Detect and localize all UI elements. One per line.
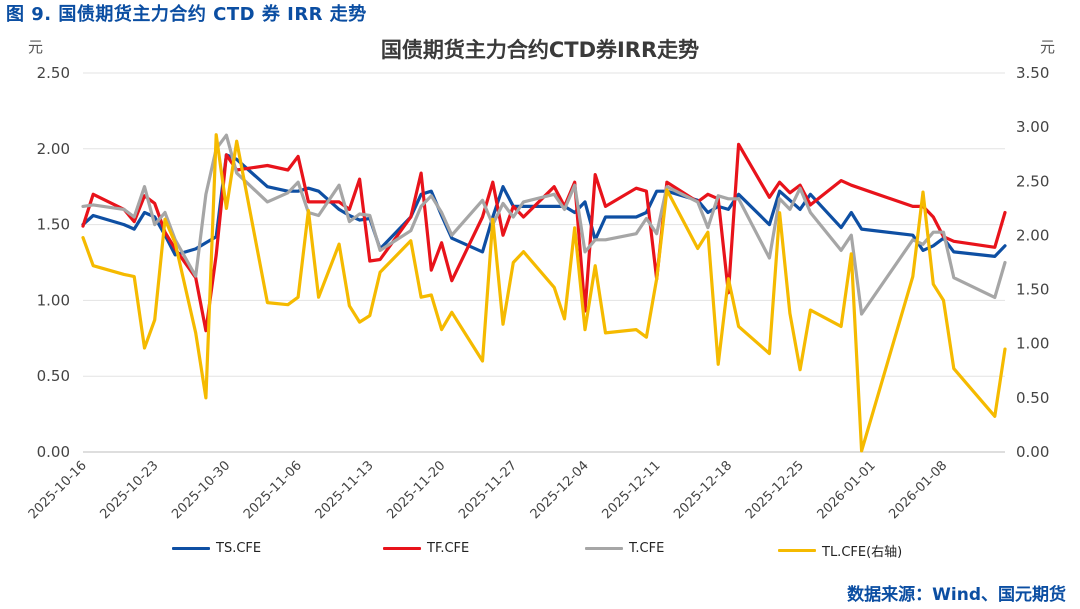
right-axis-tick-label: 2.00: [1016, 226, 1049, 244]
series-line-tf: [81, 142, 1007, 333]
x-axis-tick-label: 2025-12-04: [528, 458, 592, 522]
left-axis-tick-label: 1.50: [37, 216, 70, 234]
legend-label-tl: TL.CFE(右轴): [822, 545, 903, 560]
x-axis-tick-label: 2025-10-30: [169, 458, 233, 522]
x-axis-tick-label: 2026-01-01: [815, 458, 879, 522]
irr-line-chart: 0.00 0.50 1.00 1.50 2.00 2.50 0.00 0.50 1.00 1.50…: [26, 64, 1050, 522]
right-axis-tick-label: 1.00: [1016, 335, 1049, 353]
left-axis-tick-label: 2.50: [37, 64, 70, 82]
x-axis-tick-label: 2025-12-25: [743, 458, 807, 522]
chart-title: 国债期货主力合约CTD券IRR走势: [380, 38, 700, 62]
series-line-t: [81, 133, 1007, 316]
legend-label-ts: TS.CFE: [216, 541, 262, 556]
legend-item-ts: TS.CFE: [172, 541, 261, 556]
right-axis-tick-label: 2.50: [1016, 172, 1049, 190]
x-axis-tick-label: 2025-11-27: [456, 458, 520, 522]
left-axis-tick-label: 2.00: [37, 140, 70, 158]
right-axis-tick-label: 0.00: [1016, 443, 1049, 461]
x-axis-tick-label: 2025-12-18: [671, 458, 735, 522]
legend-item-tl: TL.CFE(右轴): [778, 541, 902, 560]
legend-swatch-tf: [383, 547, 421, 550]
legend-item-t: T.CFE: [585, 541, 664, 556]
legend-label-t: T.CFE: [629, 541, 665, 556]
x-axis-tick-label: 2025-11-13: [313, 458, 377, 522]
legend-label-tf: TF.CFE: [427, 541, 470, 556]
right-axis-tick-label: 1.50: [1016, 281, 1049, 299]
left-axis-tick-label: 0.50: [37, 367, 70, 385]
x-axis-tick-label: 2025-11-20: [384, 458, 448, 522]
x-axis-tick-label: 2025-10-16: [26, 458, 90, 522]
x-axis-tick-label: 2025-10-23: [98, 458, 162, 522]
left-axis-unit: 元: [28, 38, 44, 56]
x-axis-tick-label: 2025-12-11: [599, 458, 663, 522]
series-line-tl: [81, 133, 1007, 453]
source-note: 数据来源：Wind、国元期货: [847, 585, 1066, 605]
right-axis-tick-label: 0.50: [1016, 389, 1049, 407]
x-axis-tick-label: 2025-11-06: [241, 458, 305, 522]
left-axis-tick-label: 0.00: [37, 443, 70, 461]
x-axis-tick-label: 2026-01-08: [886, 458, 950, 522]
legend-swatch-ts: [172, 547, 210, 550]
right-axis-tick-label: 3.50: [1016, 64, 1049, 82]
legend-swatch-tl: [778, 549, 816, 552]
figure-header: 图 9. 国债期货主力合约 CTD 券 IRR 走势: [6, 4, 367, 25]
legend-swatch-t: [585, 547, 623, 550]
left-axis-tick-label: 1.00: [37, 291, 70, 309]
chart-legend: TS.CFE TF.CFE T.CFE TL.CFE(右轴): [0, 541, 1080, 561]
right-axis-unit: 元: [1040, 38, 1056, 56]
legend-item-tf: TF.CFE: [383, 541, 469, 556]
right-axis-tick-label: 3.00: [1016, 118, 1049, 136]
